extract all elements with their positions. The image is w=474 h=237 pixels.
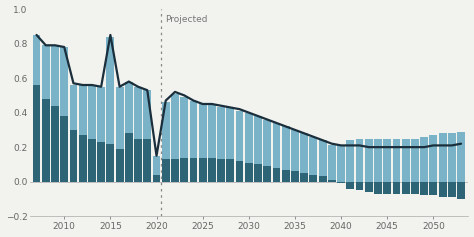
Bar bbox=[116, 87, 124, 149]
Bar bbox=[88, 138, 96, 182]
Bar bbox=[254, 164, 262, 182]
Bar bbox=[346, 140, 354, 182]
Bar bbox=[402, 182, 410, 194]
Bar bbox=[42, 99, 50, 182]
Bar bbox=[438, 133, 447, 182]
Bar bbox=[70, 130, 77, 182]
Bar bbox=[328, 180, 336, 182]
Bar bbox=[356, 138, 364, 182]
Bar bbox=[300, 173, 308, 182]
Bar bbox=[448, 133, 456, 182]
Bar bbox=[143, 90, 151, 138]
Bar bbox=[208, 104, 216, 158]
Bar bbox=[217, 107, 225, 159]
Bar bbox=[153, 156, 160, 175]
Bar bbox=[97, 87, 105, 142]
Bar bbox=[319, 140, 327, 177]
Bar bbox=[438, 182, 447, 197]
Bar bbox=[245, 113, 253, 163]
Bar bbox=[457, 182, 465, 199]
Bar bbox=[264, 119, 271, 166]
Bar bbox=[337, 146, 345, 182]
Bar bbox=[337, 182, 345, 183]
Bar bbox=[236, 111, 244, 161]
Bar bbox=[88, 85, 96, 138]
Text: Projected: Projected bbox=[165, 15, 207, 24]
Bar bbox=[273, 123, 281, 168]
Bar bbox=[107, 37, 114, 144]
Bar bbox=[429, 135, 438, 182]
Bar bbox=[60, 47, 68, 116]
Bar bbox=[33, 35, 40, 85]
Bar bbox=[392, 182, 401, 194]
Bar bbox=[42, 45, 50, 99]
Bar bbox=[310, 175, 317, 182]
Bar bbox=[143, 138, 151, 182]
Bar bbox=[107, 144, 114, 182]
Bar bbox=[420, 137, 428, 182]
Bar bbox=[346, 182, 354, 189]
Bar bbox=[402, 138, 410, 182]
Bar bbox=[411, 182, 419, 194]
Bar bbox=[162, 159, 170, 182]
Bar bbox=[448, 182, 456, 197]
Bar bbox=[134, 87, 142, 138]
Bar bbox=[411, 138, 419, 182]
Bar bbox=[125, 82, 133, 133]
Bar bbox=[208, 158, 216, 182]
Bar bbox=[190, 100, 197, 158]
Bar bbox=[300, 133, 308, 173]
Bar bbox=[282, 126, 290, 170]
Bar bbox=[51, 45, 59, 106]
Bar bbox=[310, 137, 317, 175]
Bar bbox=[374, 138, 382, 182]
Bar bbox=[199, 104, 207, 158]
Bar bbox=[153, 175, 160, 182]
Bar bbox=[365, 138, 373, 182]
Bar bbox=[199, 158, 207, 182]
Bar bbox=[254, 116, 262, 164]
Bar bbox=[273, 168, 281, 182]
Bar bbox=[217, 159, 225, 182]
Bar bbox=[60, 116, 68, 182]
Bar bbox=[374, 182, 382, 194]
Bar bbox=[79, 135, 87, 182]
Bar bbox=[190, 158, 197, 182]
Bar bbox=[180, 97, 188, 158]
Bar bbox=[291, 130, 299, 171]
Bar bbox=[328, 146, 336, 180]
Bar bbox=[392, 138, 401, 182]
Bar bbox=[319, 177, 327, 182]
Bar bbox=[383, 138, 391, 182]
Bar bbox=[33, 85, 40, 182]
Bar bbox=[125, 133, 133, 182]
Bar bbox=[236, 161, 244, 182]
Bar bbox=[227, 159, 234, 182]
Bar bbox=[162, 102, 170, 159]
Bar bbox=[171, 94, 179, 159]
Bar bbox=[291, 171, 299, 182]
Bar bbox=[356, 182, 364, 190]
Bar bbox=[70, 85, 77, 130]
Bar bbox=[180, 158, 188, 182]
Bar bbox=[245, 163, 253, 182]
Bar bbox=[79, 85, 87, 135]
Bar bbox=[282, 170, 290, 182]
Bar bbox=[429, 182, 438, 196]
Bar bbox=[134, 138, 142, 182]
Bar bbox=[97, 142, 105, 182]
Bar bbox=[51, 106, 59, 182]
Bar bbox=[383, 182, 391, 194]
Bar bbox=[116, 149, 124, 182]
Bar bbox=[420, 182, 428, 196]
Bar bbox=[227, 107, 234, 159]
Bar bbox=[264, 166, 271, 182]
Bar bbox=[457, 132, 465, 182]
Bar bbox=[365, 182, 373, 192]
Bar bbox=[171, 159, 179, 182]
